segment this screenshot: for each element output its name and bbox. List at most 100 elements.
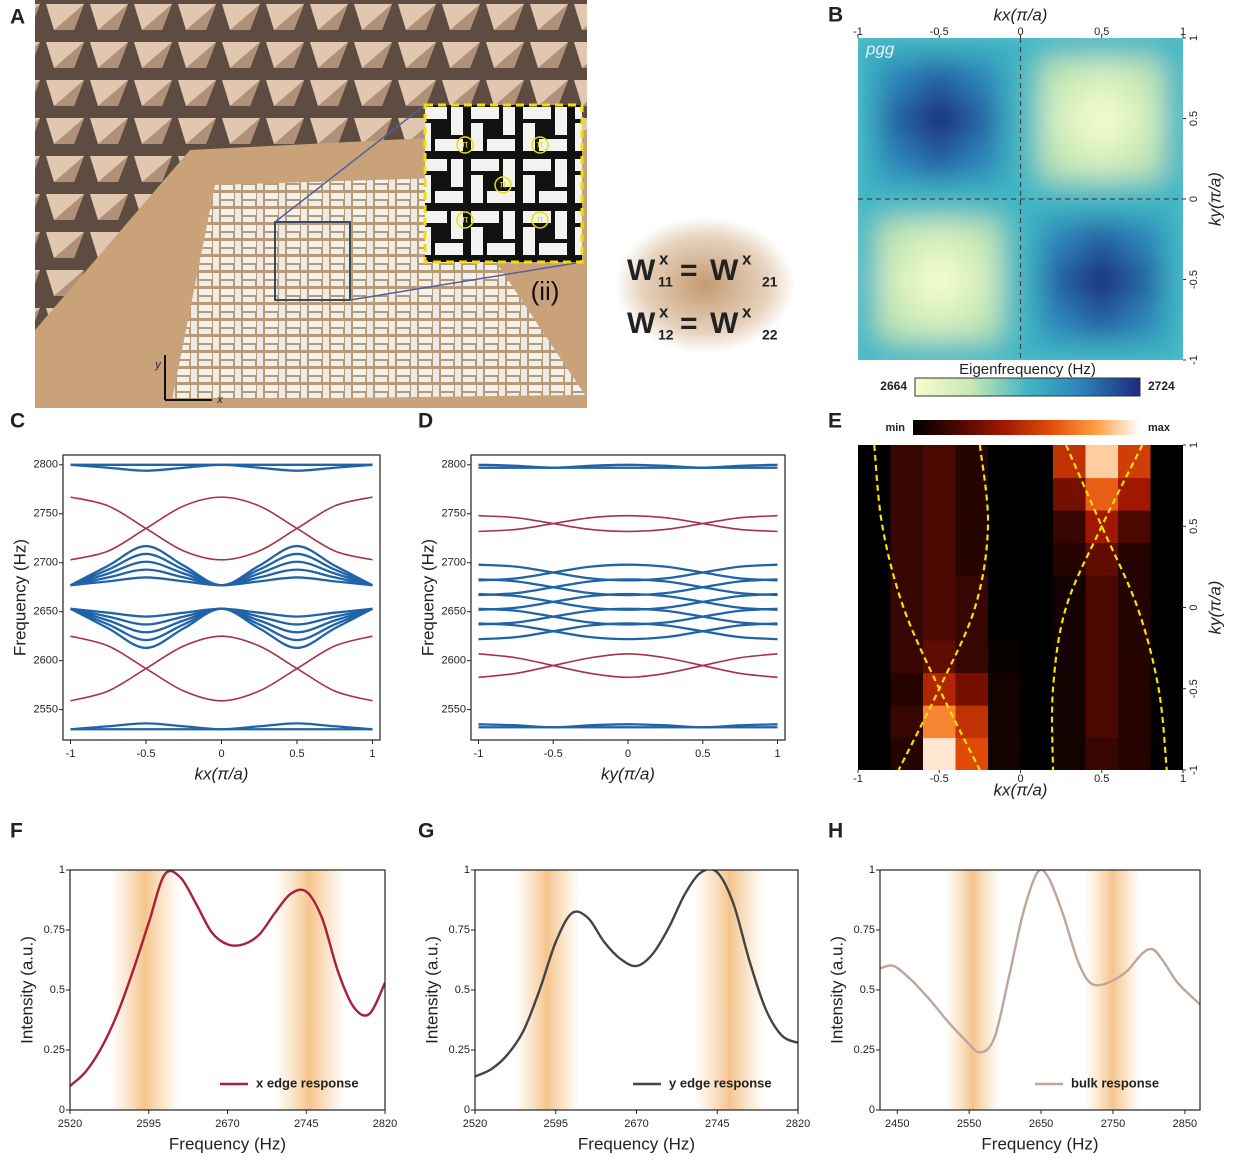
- x-tick-label: 0: [1017, 26, 1023, 38]
- heatmap-cell: [923, 640, 956, 673]
- heatmap-cell: [1086, 738, 1119, 771]
- heatmap-cell: [1021, 608, 1054, 641]
- plot-frame: [880, 870, 1200, 1110]
- heatmap-cell: [1086, 705, 1119, 738]
- y-axis-label: ky(π/a): [1205, 581, 1224, 635]
- x-tick-label: 2450: [885, 1118, 909, 1130]
- panel-label: F: [10, 820, 23, 843]
- y-tick-label: -0.5: [1188, 679, 1200, 698]
- x-tick-label: 0.5: [1094, 773, 1109, 785]
- x-tick-label: 2820: [786, 1118, 810, 1130]
- y-tick-label: -1: [1188, 765, 1200, 775]
- heatmap-cell: [956, 510, 989, 543]
- x-tick-label: 2670: [215, 1118, 239, 1130]
- x-axis-label: Frequency (Hz): [169, 1134, 286, 1153]
- y-axis-label: Intensity (a.u.): [827, 936, 846, 1044]
- heatmap-cell: [1122, 98, 1163, 139]
- heatmap-cell: [923, 608, 956, 641]
- x-tick-label: 2850: [1173, 1118, 1197, 1130]
- heatmap-cell: [1086, 608, 1119, 641]
- panel-label: H: [828, 820, 843, 843]
- heatmap-cell: [1163, 219, 1204, 260]
- x-tick-label: 0.5: [289, 748, 304, 760]
- pi-label: π: [537, 215, 544, 226]
- formula-symbol: W: [627, 254, 656, 287]
- heatmap-cell: [1151, 608, 1184, 641]
- x-axis-label: kx(π/a): [994, 5, 1048, 24]
- x-tick-label: 1: [1180, 773, 1186, 785]
- heatmap-cell: [956, 673, 989, 706]
- heatmap-cell: [1021, 575, 1054, 608]
- y-tick-label: 2550: [442, 704, 466, 716]
- y-axis-label: Intensity (a.u.): [422, 936, 441, 1044]
- heatmap-cell: [858, 608, 891, 641]
- y-tick-label: 2800: [442, 459, 466, 471]
- heatmap-cell: [1118, 738, 1151, 771]
- y-tick-label: 2600: [34, 655, 58, 667]
- heatmap-cell: [838, 259, 879, 300]
- x-tick-label: -1: [853, 26, 863, 38]
- heatmap-cell: [1151, 673, 1184, 706]
- heatmap-cell: [1021, 478, 1054, 511]
- heatmap-cell: [891, 575, 924, 608]
- heatmap-cell: [956, 608, 989, 641]
- x-tick-label: 0.5: [1094, 26, 1109, 38]
- heatmap-cell: [878, 139, 919, 180]
- heatmap-cell: [891, 510, 924, 543]
- photo: [35, 0, 587, 408]
- heatmap-cell: [1021, 640, 1054, 673]
- y-tick-label: 0: [869, 1104, 875, 1116]
- heatmap-cell: [838, 340, 879, 381]
- heatmap-cell: [1021, 445, 1054, 478]
- heatmap-cell: [1118, 608, 1151, 641]
- panel-label: A: [10, 6, 25, 29]
- heatmap-cell: [960, 58, 1001, 99]
- colorbar-min: min: [885, 422, 905, 434]
- heatmap-cell: [1118, 673, 1151, 706]
- y-tick-label: 0.75: [44, 924, 65, 936]
- heatmap-cell: [988, 738, 1021, 771]
- heatmap-cell: [1122, 139, 1163, 180]
- x-tick-label: 1: [1180, 26, 1186, 38]
- heatmap-cell: [960, 139, 1001, 180]
- y-axis-label: Intensity (a.u.): [17, 936, 36, 1044]
- heatmap-cell: [891, 705, 924, 738]
- heatmap-cell: [923, 543, 956, 576]
- heatmap-cell: [1163, 139, 1204, 180]
- heatmap-cell: [919, 219, 960, 260]
- heatmap-cell: [1081, 18, 1122, 59]
- heatmap-cell: [878, 58, 919, 99]
- heatmap-cell: [858, 510, 891, 543]
- formula-symbol: W: [627, 307, 656, 340]
- heatmap-cell: [1053, 705, 1086, 738]
- y-tick-label: 0.75: [449, 924, 470, 936]
- y-tick-label: 2650: [34, 606, 58, 618]
- colorbar-min: 2664: [880, 379, 907, 393]
- figure: ABCDEFGH(ii)πππππyxWx11=Wx21Wx12=Wx22pgg…: [0, 0, 1242, 1165]
- series-line: [71, 609, 373, 617]
- x-tick-label: -1: [853, 773, 863, 785]
- heatmap-cell: [838, 58, 879, 99]
- legend-label: bulk response: [1071, 1075, 1159, 1090]
- y-tick-label: 2750: [442, 508, 466, 520]
- y-axis-label: Frequency (Hz): [10, 539, 29, 656]
- heatmap-cell: [1081, 259, 1122, 300]
- y-tick-label: 2600: [442, 655, 466, 667]
- x-tick-label: -0.5: [930, 26, 949, 38]
- heatmap-cell: [919, 18, 960, 59]
- y-tick-label: 0: [1188, 604, 1200, 610]
- y-tick-label: 2750: [34, 508, 58, 520]
- heatmap-cell: [1118, 705, 1151, 738]
- heatmap-cell: [891, 673, 924, 706]
- x-axis-label: Frequency (Hz): [981, 1134, 1098, 1153]
- inset-label: (ii): [531, 276, 560, 306]
- heatmap-cell: [1053, 640, 1086, 673]
- x-axis-label: ky(π/a): [601, 764, 655, 783]
- x-tick-label: 1: [774, 748, 780, 760]
- heatmap-cell: [1053, 543, 1086, 576]
- heatmap-cell: [1021, 510, 1054, 543]
- heatmap-cell: [956, 478, 989, 511]
- series-line: [71, 497, 373, 560]
- heatmap-cell: [988, 673, 1021, 706]
- heatmap-cell: [858, 673, 891, 706]
